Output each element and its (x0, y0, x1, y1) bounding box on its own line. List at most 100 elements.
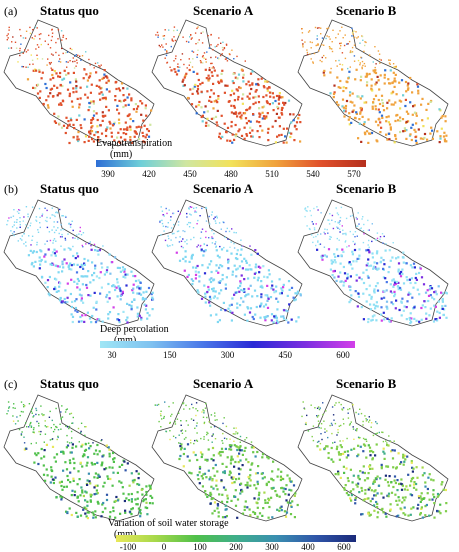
map-pixel (308, 30, 311, 32)
map-pixel (414, 281, 417, 285)
map-pixel (275, 94, 279, 98)
map-pixel (387, 484, 390, 487)
map-pixel (417, 92, 420, 95)
map-pixel (301, 28, 303, 30)
map-pixel (263, 491, 266, 494)
map-pixel (419, 495, 422, 498)
map-pixel (346, 477, 349, 480)
map-pixel (339, 453, 342, 456)
map-pixel (401, 496, 405, 499)
map-pixel (366, 419, 368, 421)
map-pixel (64, 237, 66, 240)
map-pixel (278, 96, 281, 99)
map-pixel (89, 281, 92, 284)
map-pixel (96, 131, 99, 134)
map-pixel (204, 301, 207, 304)
map-pixel (233, 440, 235, 442)
map-pixel (220, 228, 222, 230)
map-pixel (296, 292, 299, 295)
map-pixel (65, 425, 67, 427)
map-pixel (385, 120, 388, 123)
map-pixel (370, 295, 373, 298)
map-pixel (243, 449, 246, 452)
map-pixel (399, 286, 402, 290)
map-pixel (415, 122, 418, 125)
map-pixel (31, 251, 34, 254)
map-pixel (402, 463, 405, 466)
map-pixel (219, 137, 222, 140)
map-pixel (18, 212, 20, 214)
map-pixel (389, 503, 392, 506)
map-pixel (347, 77, 350, 80)
map-pixel (135, 126, 138, 129)
map-pixel (215, 269, 218, 272)
map-pixel (65, 116, 68, 119)
map-pixel (186, 223, 189, 226)
map-pixel (132, 481, 135, 484)
map-pixel (315, 44, 317, 47)
map-pixel (381, 102, 384, 105)
map-pixel (228, 304, 231, 307)
map-pixel (239, 449, 242, 452)
map-pixel (102, 115, 105, 118)
map-pixel (175, 236, 177, 239)
map-pixel (362, 281, 366, 285)
map-pixel (53, 112, 56, 115)
map-pixel (111, 261, 114, 264)
map-pixel (72, 71, 75, 74)
map-pixel (234, 504, 238, 507)
map-pixel (316, 38, 318, 40)
map-pixel (205, 220, 208, 222)
map-pixel (170, 216, 172, 218)
map-pixel (212, 237, 214, 240)
map-pixel (380, 59, 382, 61)
map-pixel (337, 86, 340, 89)
map-pixel (184, 240, 186, 243)
map-pixel (167, 226, 169, 228)
map-pixel (193, 207, 195, 209)
map-pixel (254, 313, 257, 316)
map-pixel (129, 138, 132, 141)
map-pixel (323, 74, 326, 77)
map-pixel (420, 498, 423, 501)
map-pixel (77, 139, 80, 143)
map-pixel (286, 127, 289, 130)
map-pixel (99, 124, 102, 127)
map-pixel (368, 514, 371, 517)
map-pixel (35, 48, 37, 50)
map-pixel (88, 106, 91, 109)
map-pixel (179, 66, 181, 68)
map-pixel (192, 70, 195, 73)
map-pixel (134, 275, 137, 278)
map-pixel (69, 471, 72, 474)
map-pixel (175, 437, 177, 439)
map-pixel (194, 210, 196, 212)
map-pixel (221, 46, 224, 49)
map-pixel (62, 266, 65, 269)
map-pixel (238, 128, 241, 131)
panel-label: (c) (4, 377, 18, 391)
map-pixel (349, 230, 351, 233)
map-pixel (408, 317, 411, 320)
map-pixel (91, 117, 94, 120)
map-pixel (415, 114, 418, 117)
map-pixel (399, 119, 402, 122)
map-pixel (130, 472, 133, 475)
map-pixel (420, 103, 423, 106)
map-pixel (393, 295, 396, 298)
map-pixel (19, 47, 21, 50)
map-pixel (346, 246, 348, 248)
map-pixel (68, 425, 71, 428)
map-pixel (92, 279, 95, 282)
map-pixel (23, 442, 26, 444)
map-pixel (397, 496, 400, 499)
map-pixel (164, 401, 166, 403)
map-pixel (65, 446, 68, 449)
map-pixel (248, 107, 251, 110)
map-pixel (230, 241, 232, 243)
map-pixel (199, 83, 202, 86)
map-pixel (388, 475, 391, 478)
map-pixel (283, 103, 286, 106)
map-pixel (196, 85, 199, 88)
map-pixel (313, 52, 316, 55)
